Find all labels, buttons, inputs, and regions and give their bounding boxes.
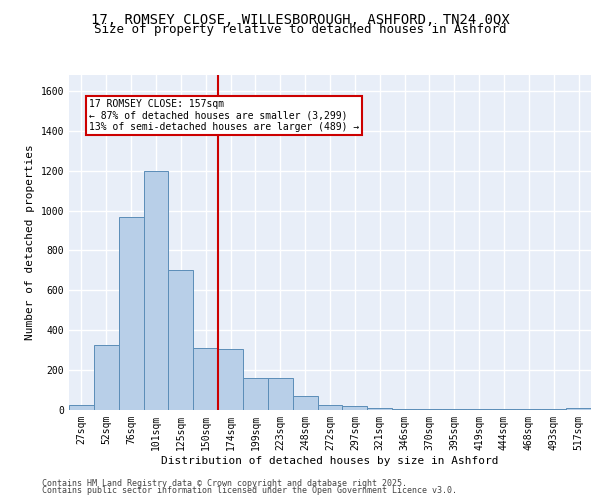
Bar: [566, 408, 591, 410]
Bar: [218, 349, 243, 410]
Bar: [517, 409, 541, 410]
Text: Contains HM Land Registry data © Crown copyright and database right 2025.: Contains HM Land Registry data © Crown c…: [42, 478, 407, 488]
Text: Contains public sector information licensed under the Open Government Licence v3: Contains public sector information licen…: [42, 486, 457, 495]
Bar: [367, 408, 392, 410]
Bar: [169, 270, 193, 410]
Text: Size of property relative to detached houses in Ashford: Size of property relative to detached ho…: [94, 22, 506, 36]
Text: 17 ROMSEY CLOSE: 157sqm
← 87% of detached houses are smaller (3,299)
13% of semi: 17 ROMSEY CLOSE: 157sqm ← 87% of detache…: [89, 99, 359, 132]
Bar: [69, 405, 94, 410]
Y-axis label: Number of detached properties: Number of detached properties: [25, 144, 35, 340]
Bar: [317, 405, 343, 410]
Bar: [119, 216, 143, 410]
Bar: [143, 170, 169, 410]
Bar: [442, 409, 467, 410]
Bar: [243, 378, 268, 410]
Text: 17, ROMSEY CLOSE, WILLESBOROUGH, ASHFORD, TN24 0QX: 17, ROMSEY CLOSE, WILLESBOROUGH, ASHFORD…: [91, 12, 509, 26]
Bar: [193, 348, 218, 410]
Bar: [392, 409, 417, 410]
Bar: [491, 409, 517, 410]
Bar: [541, 409, 566, 410]
Bar: [94, 345, 119, 410]
Bar: [268, 378, 293, 410]
Bar: [467, 409, 491, 410]
X-axis label: Distribution of detached houses by size in Ashford: Distribution of detached houses by size …: [161, 456, 499, 466]
Bar: [293, 396, 317, 410]
Bar: [417, 409, 442, 410]
Bar: [343, 406, 367, 410]
